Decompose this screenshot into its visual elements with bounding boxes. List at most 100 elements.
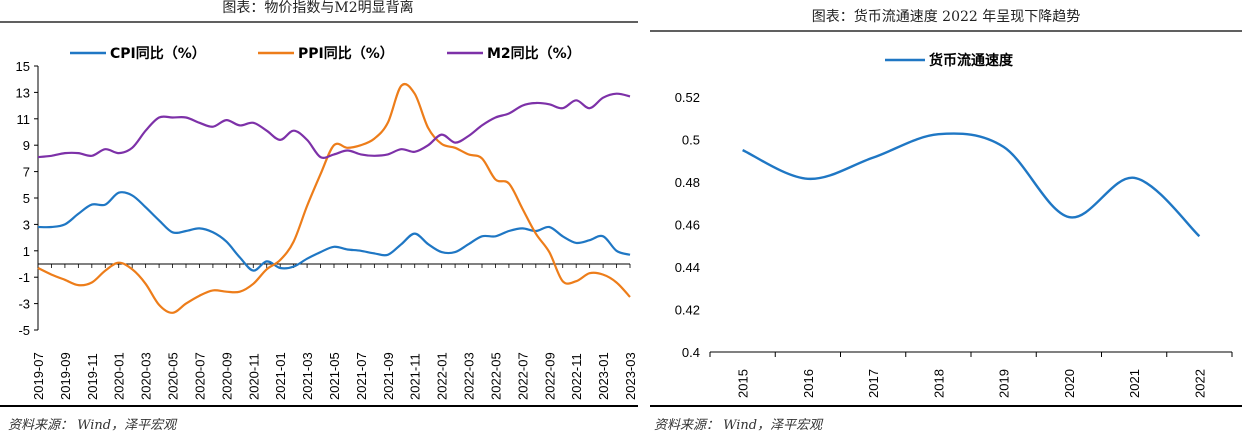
data-point-velocity [937,133,940,136]
data-point-cpi [64,223,67,226]
left-x-tick-label: 2022-07 [515,352,530,400]
data-point-cpi [400,243,403,246]
left-x-tick-label: 2022-03 [462,352,477,400]
data-point-ppi [104,269,107,272]
data-point-ppi [265,268,268,271]
data-point-cpi [238,256,241,259]
data-point-ppi [346,146,349,149]
left-y-tick-label: -5 [18,323,30,338]
data-point-cpi [602,235,605,238]
series-line-m2 [37,92,631,159]
data-point-m2 [144,129,147,132]
left-y-tick-label: 3 [23,217,30,232]
left-x-tick-label: 2021-09 [381,352,396,400]
left-x-tick-label: 2023-01 [596,352,611,400]
data-point-m2 [37,156,40,159]
left-y-tick-label: 9 [23,138,30,153]
data-point-m2 [306,139,309,142]
legend-label-m2: M2同比（%） [487,45,581,62]
data-point-m2 [629,95,632,98]
data-point-ppi [508,182,511,185]
data-point-m2 [481,124,484,127]
left-x-tick-label: 2023-03 [623,352,638,400]
right-y-tick-label: 0.52 [675,90,700,105]
series-line-cpi [37,191,631,272]
data-point-cpi [225,240,228,243]
data-point-velocity [872,156,875,159]
right-x-tick-label: 2020 [1062,369,1077,398]
data-point-velocity [1002,146,1005,149]
data-point-m2 [171,116,174,119]
right-x-tick-label: 2015 [736,369,751,398]
data-point-m2 [588,107,591,110]
right-chart-title: 图表：货币流通速度 2022 年呈现下降趋势 [812,8,1081,25]
data-point-m2 [575,99,578,102]
data-point-ppi [212,289,215,292]
data-point-m2 [615,92,618,95]
data-point-ppi [400,84,403,87]
series-line-velocity [742,132,1201,238]
left-x-tick-label: 2021-01 [273,352,288,400]
data-point-m2 [521,104,524,107]
left-x-tick-label: 2020-11 [246,353,261,400]
data-point-cpi [37,226,40,229]
data-point-cpi [440,251,443,254]
data-point-ppi [117,261,120,264]
legend-label-cpi: CPI同比（%） [110,45,206,62]
data-point-m2 [373,154,376,157]
data-point-ppi [198,294,201,297]
data-point-cpi [548,226,551,229]
data-point-cpi [292,265,295,268]
right-line-chart: 0.52 0.5 0.48 0.46 0.44 0.42 0.4 2015 2016 2017 20… [675,52,1233,398]
left-x-tick-label: 2021-05 [327,352,342,400]
data-point-cpi [77,212,80,215]
data-point-m2 [346,149,349,152]
data-point-ppi [292,240,295,243]
series-line-ppi [37,82,631,314]
data-point-m2 [494,116,497,119]
data-point-cpi [50,226,53,229]
data-point-m2 [104,148,107,151]
data-point-m2 [50,154,53,157]
data-point-m2 [64,152,67,155]
legend-label-velocity: 货币流通速度 [928,52,1014,69]
data-point-ppi [185,302,188,305]
data-point-m2 [427,144,430,147]
data-point-cpi [252,269,255,272]
data-point-cpi [171,231,174,234]
data-point-ppi [386,121,389,124]
data-point-m2 [360,153,363,156]
data-point-ppi [454,146,457,149]
data-point-velocity [1198,235,1201,238]
left-x-tick-label: 2020-05 [166,352,181,400]
data-point-cpi [185,230,188,233]
left-y-tick-label: -1 [18,270,30,285]
data-point-ppi [225,290,228,293]
data-point-m2 [117,152,120,155]
data-point-cpi [333,245,336,248]
data-point-cpi [494,235,497,238]
data-point-ppi [494,178,497,181]
data-point-m2 [548,103,551,106]
data-point-cpi [561,235,564,238]
data-point-ppi [333,144,336,147]
data-point-cpi [373,252,376,255]
data-point-ppi [77,284,80,287]
data-point-ppi [373,137,376,140]
data-point-m2 [238,124,241,127]
data-point-cpi [629,253,632,256]
right-y-tick-label: 0.4 [682,345,700,360]
left-y-tick-label: 15 [16,59,30,74]
data-point-cpi [131,194,134,197]
data-point-cpi [454,251,457,254]
left-source-note: 资料来源： Wind，泽平宏观 [8,417,178,433]
data-point-ppi [64,278,67,281]
left-x-tick-label: 2022-01 [435,352,450,400]
left-x-tick-label: 2019-09 [58,352,73,400]
data-point-ppi [588,272,591,275]
data-point-ppi [534,232,537,235]
data-point-ppi [629,296,632,299]
data-point-m2 [77,152,80,155]
data-point-m2 [561,107,564,110]
left-x-tick-label: 2021-07 [354,352,369,400]
